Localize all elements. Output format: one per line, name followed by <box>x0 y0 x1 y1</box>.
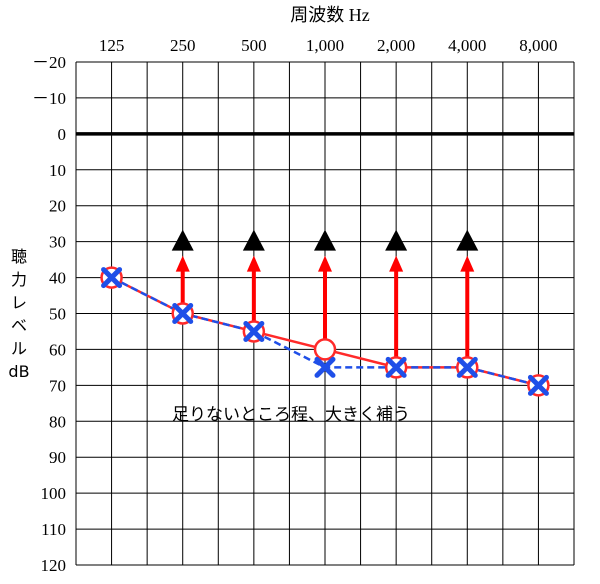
y-tick-label: 10 <box>49 161 66 180</box>
marker-triangle <box>171 229 194 251</box>
marker-cross <box>314 356 336 378</box>
y-tick-label: 80 <box>49 412 66 431</box>
arrow-head <box>318 255 332 272</box>
marker-cross <box>385 356 407 378</box>
arrow-head <box>246 255 261 272</box>
x-tick-label: 125 <box>99 36 125 55</box>
y-tick-label: 30 <box>49 233 66 252</box>
marker-cross <box>172 303 194 324</box>
annotation-text: 足りないところ程、大きく補う <box>172 405 410 425</box>
marker-cross <box>456 356 478 378</box>
y-tick-label: 70 <box>49 376 66 395</box>
grid <box>75 61 575 566</box>
x-tick-label: 8,000 <box>519 36 557 55</box>
arrow-head <box>460 255 475 272</box>
y-tick-labels: －20 －10 0 10 20 30 40 50 60 70 80 90 100 110 120 <box>32 53 66 575</box>
marker-triangle <box>314 229 336 251</box>
chart-title: 周波数 Hz <box>290 5 370 25</box>
x-tick-label: 250 <box>170 36 196 55</box>
x-tick-label: 1,000 <box>306 36 344 55</box>
marker-circle <box>313 338 337 361</box>
y-tick-label: 0 <box>58 125 67 144</box>
y-axis-label-part: dB <box>8 362 29 381</box>
arrow-head <box>389 255 404 272</box>
y-axis-label-part: 力 <box>11 270 27 289</box>
y-tick-label: 40 <box>49 269 66 288</box>
x-tick-label: 4,000 <box>448 36 486 55</box>
marker-triangle <box>456 229 479 251</box>
marker-cross <box>101 267 123 289</box>
x-tick-labels: 125 250 500 1,000 2,000 4,000 8,000 <box>99 36 558 55</box>
marker-triangle <box>385 229 408 251</box>
y-tick-label: 20 <box>49 197 66 216</box>
y-tick-label: 50 <box>49 305 66 324</box>
y-tick-label: 100 <box>41 484 67 503</box>
x-tick-label: 500 <box>241 36 267 55</box>
marker-cross <box>243 320 265 342</box>
arrow-head <box>175 255 190 272</box>
y-tick-label: －20 <box>32 53 66 72</box>
y-tick-label: －10 <box>32 89 66 108</box>
y-tick-label: 60 <box>49 340 66 359</box>
marker-cross <box>527 374 549 396</box>
y-tick-label: 120 <box>41 556 67 575</box>
y-axis-label-part: 聴 <box>11 247 27 266</box>
y-tick-label: 90 <box>49 448 66 467</box>
y-axis-label-part: レ <box>11 293 27 312</box>
y-tick-label: 110 <box>41 520 66 539</box>
y-axis-label-part: ベ <box>11 316 27 335</box>
y-axis-label-part: ル <box>11 339 27 358</box>
series-markers <box>100 229 550 397</box>
arrows <box>175 255 475 368</box>
x-tick-label: 2,000 <box>377 36 415 55</box>
marker-triangle <box>242 229 265 251</box>
